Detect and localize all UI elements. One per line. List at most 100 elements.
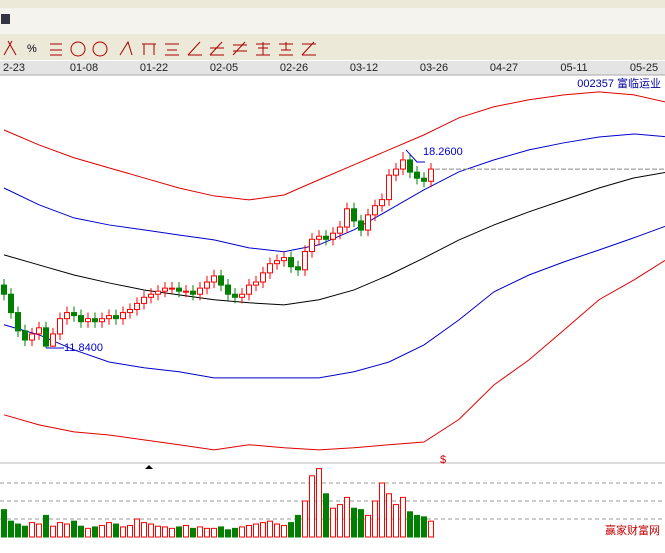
volume-bar: [57, 522, 63, 538]
candle-body: [57, 318, 63, 335]
toolbar-icon[interactable]: [165, 43, 179, 56]
volume-bar: [169, 527, 175, 538]
candle-body: [15, 312, 21, 332]
volume-bar: [92, 526, 98, 538]
candle-body: [253, 281, 259, 286]
volume-bar: [43, 514, 49, 538]
candle-body: [162, 287, 168, 292]
volume-bar: [218, 526, 224, 538]
candle-body: [22, 330, 28, 341]
candle-body: [323, 235, 329, 240]
candle-body: [414, 171, 420, 179]
candle-body: [190, 290, 196, 295]
toolbar-icon[interactable]: [279, 42, 293, 56]
toolbar-icon[interactable]: [70, 41, 86, 57]
toolbar-icon[interactable]: [92, 41, 108, 57]
high-pointer: [405, 149, 425, 163]
candle-body: [8, 293, 14, 314]
candle-body: [134, 302, 140, 310]
candle-body: [288, 257, 294, 268]
band-line: [3, 225, 665, 379]
event-marker: $: [440, 454, 446, 466]
watermark: 赢家财富网: [605, 523, 660, 537]
toolbar-icon[interactable]: [232, 41, 247, 56]
candle-body: [120, 312, 126, 320]
volume-bar: [1, 509, 7, 538]
volume-bar: [309, 475, 315, 538]
candle-body: [337, 226, 343, 234]
menu-strip: [0, 0, 665, 8]
volume-bar: [113, 523, 119, 538]
volume-bar: [288, 522, 294, 538]
candle-body: [36, 327, 42, 335]
band-line: [3, 133, 665, 253]
toolbar-icon[interactable]: [209, 41, 224, 56]
volume-bar: [302, 500, 308, 538]
volume-bar: [232, 527, 238, 538]
high-label: 18.2600: [423, 146, 463, 158]
volume-bar: [106, 522, 112, 538]
candle-body: [365, 214, 371, 231]
toolbar-icon[interactable]: [187, 41, 202, 56]
volume-bar: [330, 507, 336, 538]
stock-title: 002357 富临运业: [577, 76, 661, 90]
upper-toolbar: [0, 8, 665, 34]
volume-bar: [267, 520, 273, 538]
toolbar-icon[interactable]: [119, 40, 133, 56]
candle-body: [50, 333, 56, 347]
volume-bar: [197, 526, 203, 538]
toolbar-percent[interactable]: %: [27, 43, 37, 55]
date-label: 05-25: [630, 62, 658, 74]
band-line: [3, 91, 665, 201]
toolbar-icons: [3, 40, 316, 57]
volume-bar: [344, 496, 350, 538]
candle-body: [316, 235, 322, 240]
candle-body: [211, 275, 217, 283]
volume-bar: [162, 526, 168, 538]
volume-bar: [120, 526, 126, 538]
date-strip: [0, 61, 665, 75]
volume-bar: [358, 509, 364, 538]
volume-bar: [36, 523, 42, 538]
toolbar-icon[interactable]: [3, 40, 17, 56]
low-label: 11.8400: [64, 342, 103, 354]
volume-bar: [379, 482, 385, 538]
volume-bar: [50, 525, 56, 538]
candle-body: [379, 199, 385, 207]
volume-bar: [253, 523, 259, 538]
date-label: 02-05: [210, 62, 238, 74]
candle-body: [155, 290, 161, 295]
candle-body: [78, 315, 84, 323]
marker-triangle: [145, 465, 153, 469]
volume-bar: [337, 504, 343, 538]
candle-body: [351, 208, 357, 222]
volume-bar: [421, 516, 427, 538]
volume-bar: [190, 527, 196, 538]
candle-body: [281, 257, 287, 262]
volume-bar: [386, 493, 392, 538]
volume-bar: [365, 514, 371, 538]
candle-body: [29, 333, 35, 341]
toolbar-icon[interactable]: [256, 42, 270, 56]
candle-body: [302, 250, 308, 271]
toolbar-icon[interactable]: [301, 41, 316, 56]
volume-bar: [15, 523, 21, 538]
candle-body: [386, 174, 392, 201]
candle-body: [113, 315, 119, 320]
date-label: 04-27: [490, 62, 518, 74]
candle-body: [127, 308, 133, 314]
candle-body: [309, 238, 315, 252]
toolbar-icon[interactable]: [142, 43, 156, 55]
candle-body: [1, 284, 7, 295]
volume-bar: [176, 526, 182, 538]
volume-bar: [141, 522, 147, 538]
volume-bar: [414, 514, 420, 538]
toolbar-icon[interactable]: [50, 43, 62, 56]
volume-bar: [274, 523, 280, 538]
volume-bar: [134, 518, 140, 538]
volume-bar: [393, 504, 399, 538]
candle-body: [85, 318, 91, 323]
volume-bar: [316, 468, 322, 538]
toolbar-icon[interactable]: [1, 14, 10, 24]
